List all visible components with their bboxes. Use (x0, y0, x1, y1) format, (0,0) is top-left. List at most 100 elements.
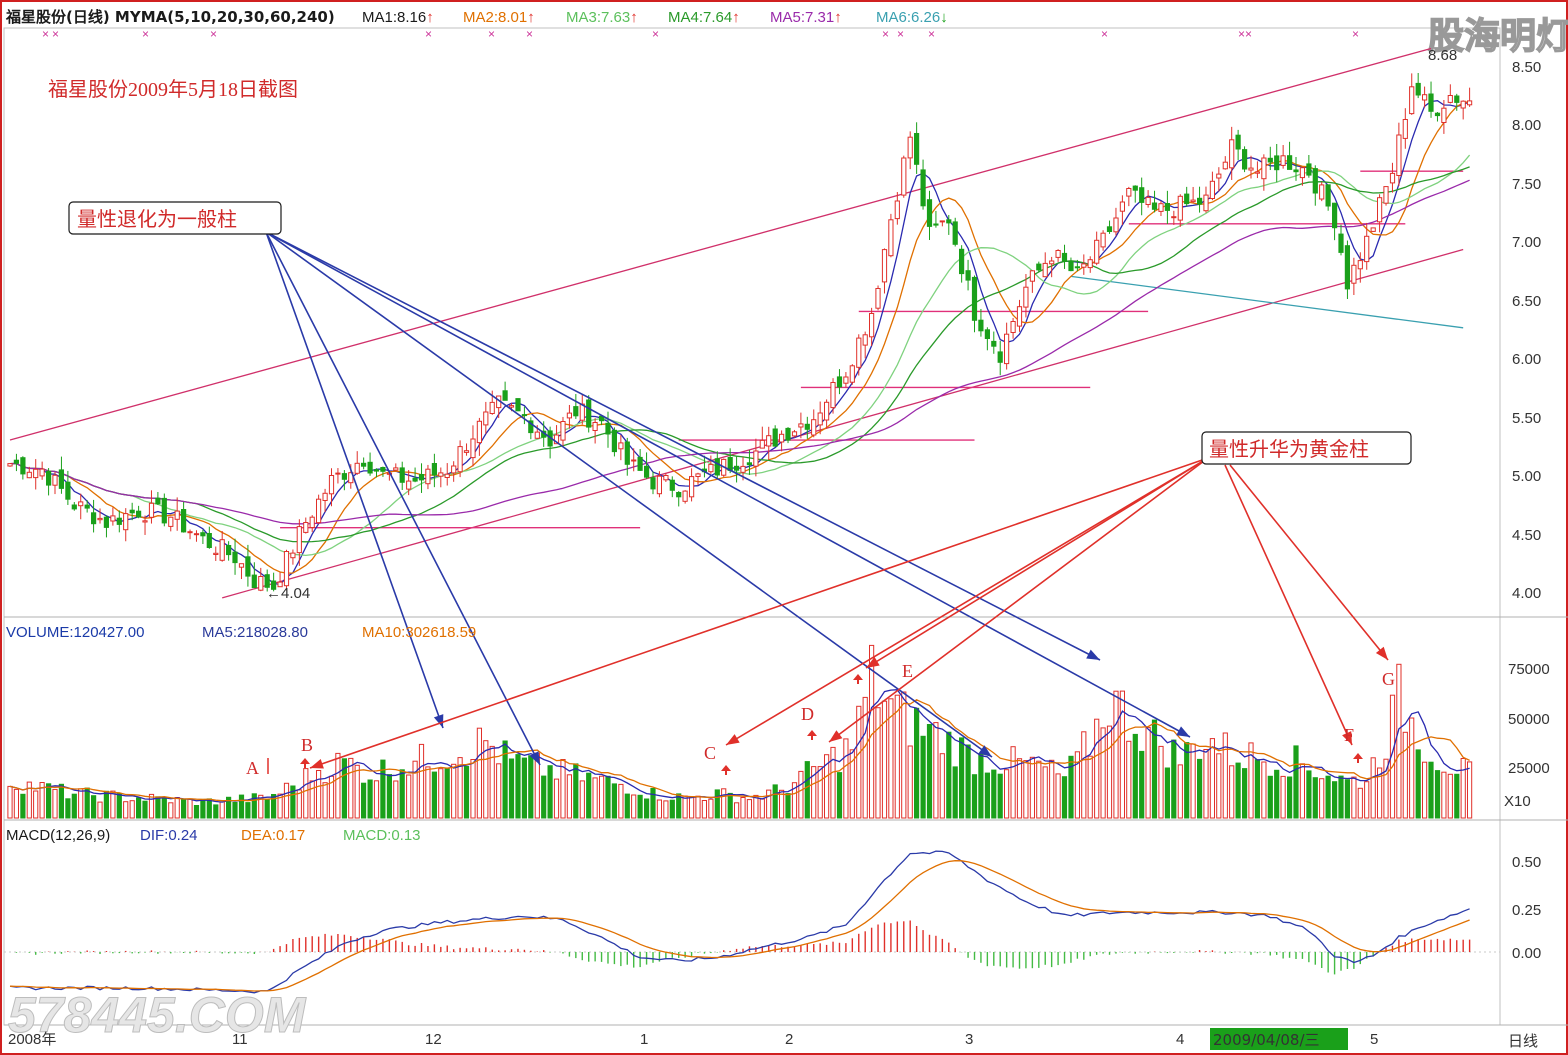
candle-body (259, 577, 263, 591)
upgrade-arrow (726, 458, 1208, 745)
candle-body (1371, 228, 1375, 232)
candle-body (1390, 173, 1394, 183)
time-label: 3 (965, 1031, 973, 1048)
volume-bar (1178, 765, 1182, 818)
volume-bar (690, 797, 694, 818)
volume-bar (149, 794, 153, 818)
candle-body (1448, 96, 1452, 103)
candle-body (522, 415, 526, 416)
candle-body (471, 439, 475, 458)
volume-bar (1011, 747, 1015, 818)
candle-body (780, 434, 784, 442)
volume-bar (503, 741, 507, 818)
volume-bar (1230, 766, 1234, 818)
volume-bar (194, 806, 198, 819)
ma-legend-5: MA5:7.31↑ (770, 9, 842, 26)
candle-body (831, 383, 835, 408)
low-price-label: ←4.04 (266, 585, 310, 602)
price-tick: 5.00 (1512, 468, 1541, 485)
candle-body (1455, 96, 1459, 102)
candle-body (8, 464, 12, 466)
chart-title: 福星股份(日线) MYMA(5,10,20,30,60,240) (5, 8, 335, 26)
price-tick: 6.50 (1512, 293, 1541, 310)
volume-bar (1294, 746, 1298, 818)
candle-body (940, 221, 944, 222)
candle-body (381, 468, 385, 472)
volume-bar (709, 799, 713, 818)
signal-mark: × (928, 27, 935, 41)
candle-body (21, 458, 25, 474)
candle-body (645, 466, 649, 477)
candle-body (1300, 168, 1304, 178)
candle-body (619, 443, 623, 449)
volume-bar (908, 746, 912, 818)
candle-body (432, 464, 436, 476)
candle-body (400, 468, 404, 482)
volume-bar (124, 802, 128, 818)
candle-body (1037, 264, 1041, 270)
volume-bar (1455, 774, 1459, 818)
volume-bar (1050, 760, 1054, 818)
candle-body (310, 517, 314, 527)
candle-body (805, 424, 809, 429)
volume-bar (683, 796, 687, 818)
volume-bar (66, 799, 70, 818)
candle-body (934, 224, 938, 225)
volume-bar (786, 794, 790, 818)
time-label: 2008年 (8, 1031, 56, 1048)
candle-body (169, 517, 173, 526)
point-label-b: B (301, 735, 313, 755)
candle-body (419, 475, 423, 480)
volume-bar (1255, 760, 1259, 818)
volume-tick: 25000 (1508, 760, 1550, 777)
candle-body (1243, 150, 1247, 169)
candle-body (92, 513, 96, 524)
volume-bar (130, 801, 134, 818)
candle-body (53, 475, 57, 485)
volume-bar (921, 736, 925, 818)
price-tick: 8.00 (1512, 117, 1541, 134)
signal-mark: × (652, 27, 659, 41)
candle-body (882, 250, 886, 282)
signal-mark: × (1245, 27, 1252, 41)
volume-bar (104, 791, 108, 818)
volume-bar (1185, 743, 1189, 818)
candle-body (715, 459, 719, 475)
candle-body (291, 553, 295, 558)
volume-ma5: MA5:218028.80 (202, 624, 308, 641)
volume-bar (522, 758, 526, 818)
candle-body (79, 502, 83, 506)
candle-body (130, 510, 134, 513)
macd-value: MACD:0.13 (343, 827, 421, 844)
signal-mark: × (1352, 27, 1359, 41)
price-axis: 8.50 8.00 7.50 7.00 6.50 6.00 5.50 5.00 … (1512, 59, 1541, 602)
volume-bar (818, 767, 822, 818)
volume-bar (516, 755, 520, 818)
volume-bar (966, 745, 970, 818)
volume-bar (1005, 770, 1009, 818)
candle-body (284, 552, 288, 586)
candle-body (1461, 101, 1465, 108)
volume-tick: 75000 (1508, 661, 1550, 678)
volume-bar (574, 764, 578, 818)
candle-body (735, 466, 739, 470)
ma-legend-1: MA1:8.16↑ (362, 9, 434, 26)
candle-body (413, 478, 417, 481)
volume-bar (188, 799, 192, 818)
candle-body (664, 476, 668, 480)
candle-body (593, 423, 597, 431)
candle-body (818, 413, 822, 425)
candle-body (490, 402, 494, 413)
macd-dea: DEA:0.17 (241, 827, 305, 844)
volume-bar (394, 781, 398, 818)
volume-bar (1468, 762, 1472, 818)
chart-caption: 福星股份2009年5月18日截图 (48, 78, 298, 101)
candle-body (1365, 236, 1369, 261)
candle-body (902, 158, 906, 195)
candle-body (1217, 174, 1221, 178)
volume-bar (98, 802, 102, 818)
candle-body (850, 366, 854, 382)
volume-bar (979, 754, 983, 818)
volume-bar (760, 799, 764, 818)
volume-bar (207, 799, 211, 818)
